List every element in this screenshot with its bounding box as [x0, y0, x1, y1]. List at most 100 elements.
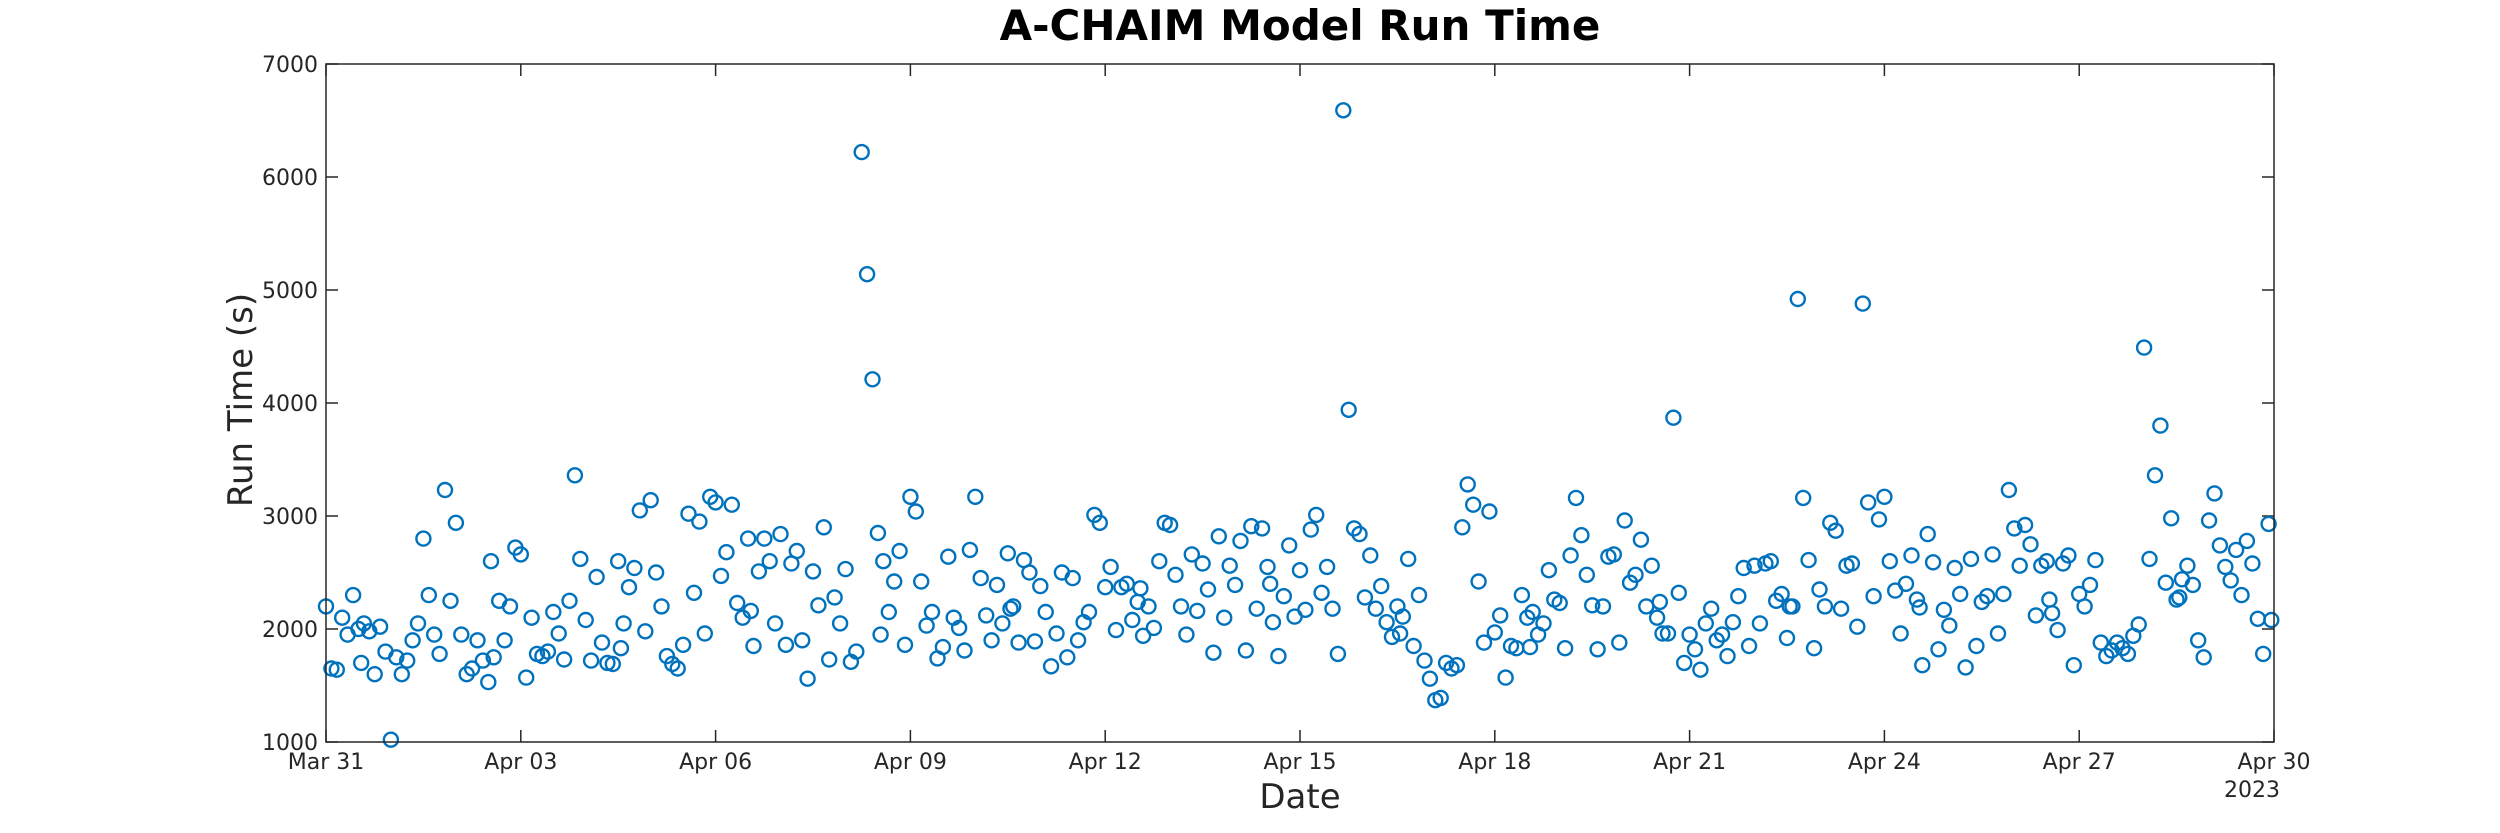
x-tick-label: Apr 15	[1263, 750, 1336, 775]
data-point	[810, 597, 827, 614]
data-point	[934, 638, 952, 656]
data-point	[1865, 588, 1882, 605]
data-point	[1391, 625, 1409, 642]
data-point	[523, 609, 540, 626]
data-point	[1746, 557, 1763, 574]
data-point	[1540, 562, 1558, 579]
data-point	[1762, 553, 1780, 570]
x-tick-label: Apr 06	[679, 750, 752, 775]
data-point	[1372, 577, 1390, 595]
data-point	[1843, 555, 1861, 572]
data-point	[1659, 625, 1677, 642]
data-point	[1951, 585, 1969, 603]
data-point	[1551, 594, 1568, 612]
data-point	[1275, 588, 1293, 605]
data-point	[750, 563, 768, 580]
data-point	[1410, 586, 1428, 604]
data-point	[1362, 547, 1379, 564]
data-point	[1692, 661, 1709, 678]
data-point	[1849, 618, 1866, 635]
data-point	[447, 514, 465, 531]
data-point	[821, 651, 838, 668]
data-point	[2000, 481, 2018, 499]
data-point	[1876, 488, 1893, 505]
data-point	[869, 524, 887, 542]
data-point	[545, 603, 562, 621]
data-point	[1026, 633, 1044, 650]
data-point	[718, 544, 735, 561]
data-point	[647, 564, 665, 581]
data-point	[1470, 573, 1487, 590]
data-point	[739, 530, 757, 547]
data-point	[1881, 553, 1899, 570]
data-point	[1724, 614, 1742, 631]
data-point	[1167, 566, 1184, 583]
x-tick-label: Apr 12	[1069, 750, 1142, 775]
data-point	[1648, 609, 1666, 626]
data-point	[442, 592, 459, 609]
data-point	[777, 636, 795, 653]
data-point	[2027, 607, 2045, 624]
data-point	[1968, 637, 1985, 655]
data-point	[1280, 537, 1298, 554]
data-point	[1513, 586, 1531, 604]
data-point	[1261, 575, 1279, 592]
data-point	[983, 632, 1000, 649]
data-point	[1957, 659, 1974, 676]
data-point	[1178, 626, 1195, 643]
data-point	[886, 573, 903, 590]
data-point	[756, 530, 773, 547]
data-point	[436, 481, 454, 499]
data-point	[837, 560, 854, 578]
data-point	[902, 488, 919, 505]
data-point	[2200, 512, 2218, 529]
data-point	[1010, 634, 1027, 651]
data-point	[1730, 588, 1747, 605]
data-point	[1367, 600, 1385, 617]
data-point	[631, 502, 648, 519]
data-point	[880, 603, 897, 621]
data-point	[593, 634, 611, 651]
x-tick-label: Apr 03	[484, 750, 557, 775]
data-point	[1302, 521, 1320, 538]
data-point	[612, 640, 630, 657]
data-point	[518, 669, 535, 686]
data-point	[1134, 627, 1152, 644]
data-point	[482, 553, 500, 570]
y-tick-label: 2000	[262, 618, 318, 643]
data-point	[848, 643, 865, 660]
data-point	[1773, 585, 1790, 603]
data-point	[1188, 602, 1206, 620]
data-point	[961, 541, 979, 559]
data-point	[1740, 637, 1758, 655]
data-point	[2065, 657, 2083, 674]
data-point	[1253, 520, 1271, 537]
data-point	[674, 636, 692, 653]
data-point	[1069, 632, 1087, 649]
data-point	[399, 652, 416, 669]
data-point	[2006, 520, 2023, 537]
data-point	[1264, 614, 1282, 631]
data-point	[1226, 576, 1244, 594]
data-point	[972, 569, 989, 587]
data-point	[2146, 467, 2164, 484]
data-point	[1919, 525, 1936, 543]
data-point	[1521, 638, 1539, 656]
data-point	[409, 615, 427, 632]
data-point	[1102, 558, 1119, 576]
data-point	[1805, 640, 1823, 657]
data-point	[501, 598, 519, 615]
data-point	[404, 632, 421, 649]
data-point	[2060, 547, 2077, 564]
data-point	[2263, 611, 2280, 629]
data-point	[2130, 616, 2147, 633]
data-points	[317, 102, 2280, 748]
data-point	[712, 567, 730, 585]
data-point	[907, 503, 924, 520]
data-point	[1941, 617, 1958, 634]
data-point	[967, 488, 984, 505]
data-point	[480, 673, 497, 691]
data-point	[2179, 557, 2196, 574]
data-point	[2254, 645, 2272, 663]
